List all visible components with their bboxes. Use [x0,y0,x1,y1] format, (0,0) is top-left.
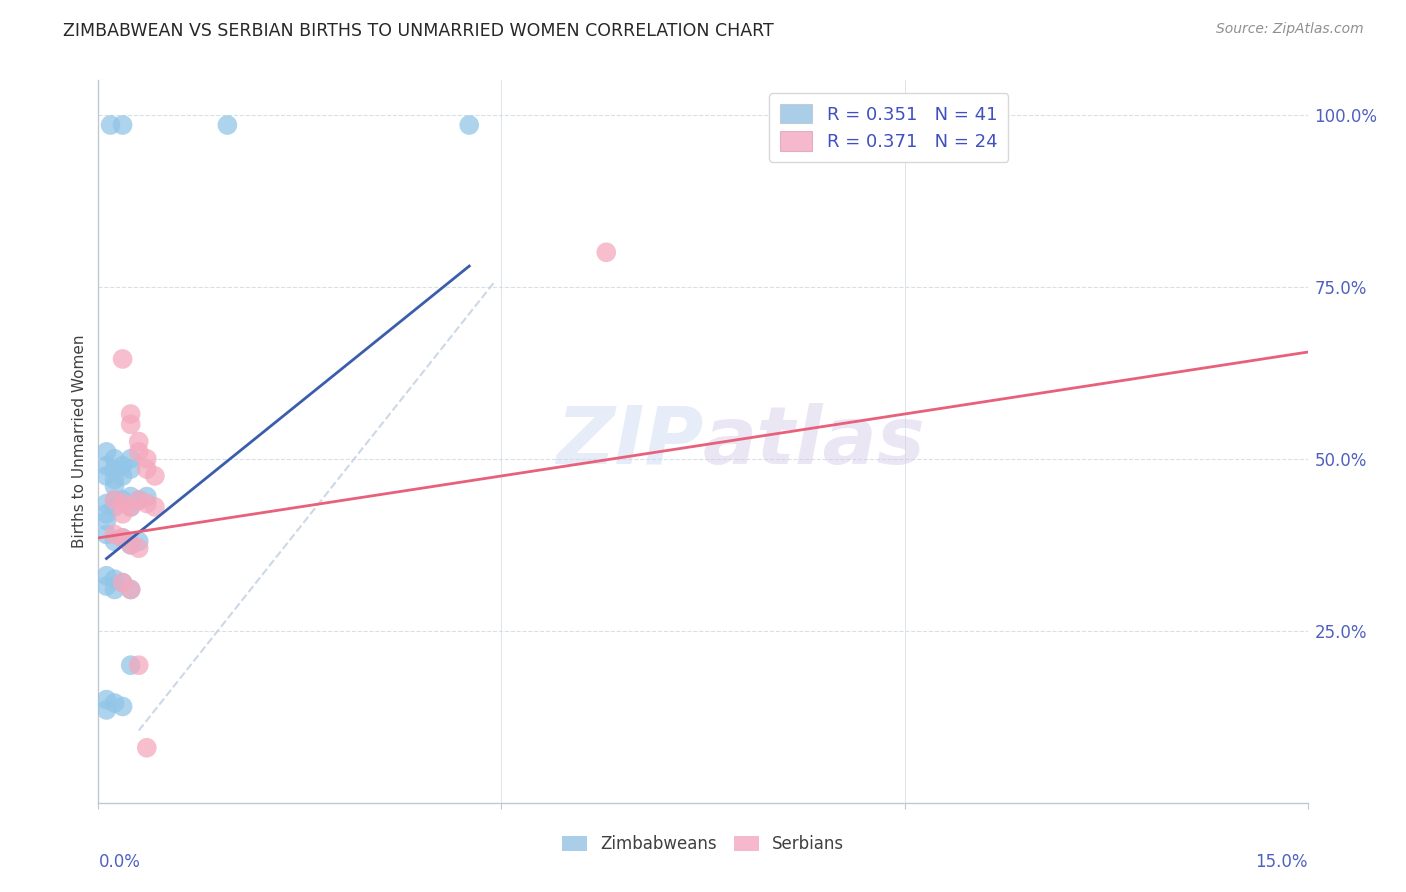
Point [128,493,150,508]
Point [103,479,125,493]
Point [96,469,118,483]
Point [96,703,118,717]
Point [111,458,134,473]
Point [111,575,134,590]
Point [103,472,125,486]
Point [135,451,157,466]
Text: 15.0%: 15.0% [1256,854,1308,871]
Point [96,445,118,459]
Point [103,572,125,586]
Point [96,514,118,528]
Point [120,417,142,432]
Point [120,451,142,466]
Point [135,490,157,504]
Point [128,493,150,508]
Point [128,541,150,556]
Point [103,493,125,508]
Point [120,538,142,552]
Point [458,118,481,132]
Point [111,496,134,510]
Point [135,462,157,476]
Point [120,500,142,514]
Point [96,507,118,521]
Text: ZIMBABWEAN VS SERBIAN BIRTHS TO UNMARRIED WOMEN CORRELATION CHART: ZIMBABWEAN VS SERBIAN BIRTHS TO UNMARRIE… [63,22,775,40]
Point [135,496,157,510]
Point [103,500,125,514]
Point [103,534,125,549]
Point [217,118,239,132]
Point [100,118,122,132]
Point [111,531,134,545]
Point [128,434,150,449]
Point [111,531,134,545]
Point [120,490,142,504]
Point [111,493,134,508]
Point [96,568,118,582]
Point [128,445,150,459]
Point [120,582,142,597]
Point [128,534,150,549]
Point [128,658,150,673]
Point [103,582,125,597]
Point [135,740,157,755]
Point [103,696,125,710]
Point [143,500,166,514]
Point [103,493,125,508]
Point [120,538,142,552]
Point [111,118,134,132]
Point [111,699,134,714]
Point [120,500,142,514]
Point [96,692,118,706]
Point [103,462,125,476]
Point [111,575,134,590]
Point [595,245,617,260]
Point [120,582,142,597]
Point [120,462,142,476]
Text: 0.0%: 0.0% [98,854,141,871]
Point [120,407,142,421]
Point [96,527,118,541]
Point [120,658,142,673]
Point [96,458,118,473]
Point [111,469,134,483]
Point [111,507,134,521]
Y-axis label: Births to Unmarried Women: Births to Unmarried Women [72,334,87,549]
Point [103,527,125,541]
Point [96,579,118,593]
Legend: Zimbabweans, Serbians: Zimbabweans, Serbians [555,828,851,860]
Point [96,496,118,510]
Text: Source: ZipAtlas.com: Source: ZipAtlas.com [1216,22,1364,37]
Point [111,351,134,366]
Point [103,451,125,466]
Text: atlas: atlas [703,402,925,481]
Text: ZIP: ZIP [555,402,703,481]
Point [143,469,166,483]
